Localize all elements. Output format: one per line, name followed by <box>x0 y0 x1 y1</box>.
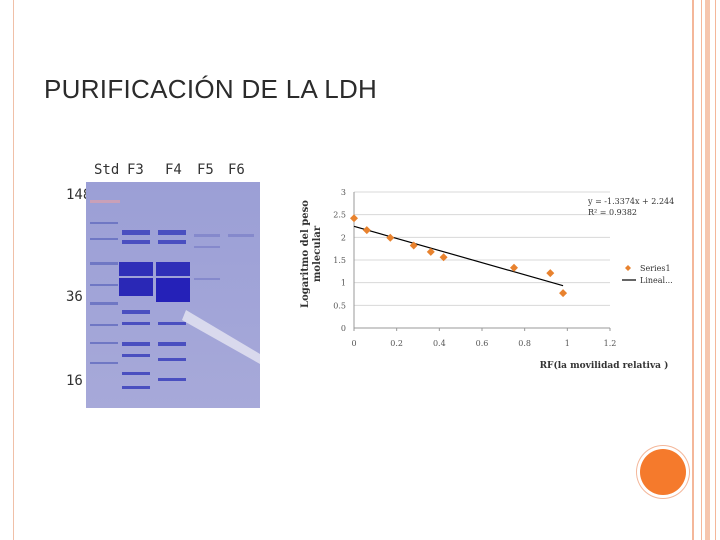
y-axis-label-line: molecular <box>312 225 323 282</box>
data-point <box>510 263 518 272</box>
chart-legend: Series1 Lineal... <box>622 264 673 285</box>
gel-marker-label: 148 <box>66 187 92 203</box>
trendline-layer <box>353 225 564 287</box>
x-axis-label: RF(la movilidad relativa ) <box>540 360 669 371</box>
y-tick-label: 1 <box>341 279 346 288</box>
y-tick-label: 3 <box>341 188 346 197</box>
trendline-r2: R² = 0.9382 <box>588 208 637 217</box>
chart-grid <box>354 191 610 329</box>
right-border-bar <box>705 0 710 540</box>
legend-trend-label: Lineal... <box>640 276 673 285</box>
y-tick-label: 0.5 <box>333 301 346 310</box>
sds-page-gel: Std F3 F4 F5 F6 148 36 16 <box>60 160 270 410</box>
y-tick-label: 2.5 <box>333 211 346 220</box>
data-point <box>546 269 555 278</box>
gel-image <box>86 182 260 408</box>
legend-series-marker <box>625 265 631 271</box>
mw-calibration-chart: 0 0.5 1 1.5 2 2.5 3 0 0.2 0.4 0.6 0.8 1 1.2 Logaritmo… <box>298 182 698 382</box>
data-point <box>439 253 448 262</box>
x-tick-label: 1 <box>565 339 570 348</box>
gel-lane-label: F3 <box>127 162 144 178</box>
y-axis-label-line: Logaritmo del peso <box>300 200 311 308</box>
left-border-strip <box>0 0 14 540</box>
right-border-line <box>701 0 702 540</box>
x-tick-label: 0.2 <box>390 339 403 348</box>
right-border-line <box>715 0 716 540</box>
gel-marker-label: 16 <box>66 373 83 389</box>
chart-svg: 0 0.5 1 1.5 2 2.5 3 0 0.2 0.4 0.6 0.8 1 1.2 Logaritmo… <box>300 188 674 371</box>
x-tick-label: 1.2 <box>604 339 617 348</box>
x-tick-label: 0.8 <box>518 339 531 348</box>
data-point <box>409 241 418 250</box>
y-axis-label: Logaritmo del pesomolecular <box>300 200 323 308</box>
data-point <box>386 233 395 242</box>
data-point <box>362 226 371 235</box>
gel-lane-label: F6 <box>228 162 245 178</box>
chart-axes: 0 0.5 1 1.5 2 2.5 3 0 0.2 0.4 0.6 0.8 1 1.2 <box>333 188 616 348</box>
x-tick-label: 0.6 <box>476 339 489 348</box>
decorative-orange-circle <box>640 449 686 495</box>
trendline <box>353 225 564 287</box>
gel-lane-label: Std <box>94 162 120 178</box>
trendline-equation: y = -1.3374x + 2.244 <box>587 197 674 206</box>
x-tick-label: 0 <box>351 339 356 348</box>
gel-marker-label: 36 <box>66 289 83 305</box>
y-tick-label: 1.5 <box>333 256 346 265</box>
gel-lane-label: F5 <box>197 162 214 178</box>
y-tick-label: 2 <box>341 233 346 242</box>
y-tick-label: 0 <box>341 324 346 333</box>
data-points <box>350 214 568 298</box>
data-point <box>426 247 435 256</box>
slide-title: PURIFICACIÓN DE LA LDH <box>44 74 378 104</box>
data-point <box>559 289 568 298</box>
data-point <box>350 214 358 223</box>
right-border-line <box>692 0 694 540</box>
x-tick-label: 0.4 <box>433 339 446 348</box>
legend-series-label: Series1 <box>640 264 671 273</box>
gel-lane-label: F4 <box>165 162 182 178</box>
